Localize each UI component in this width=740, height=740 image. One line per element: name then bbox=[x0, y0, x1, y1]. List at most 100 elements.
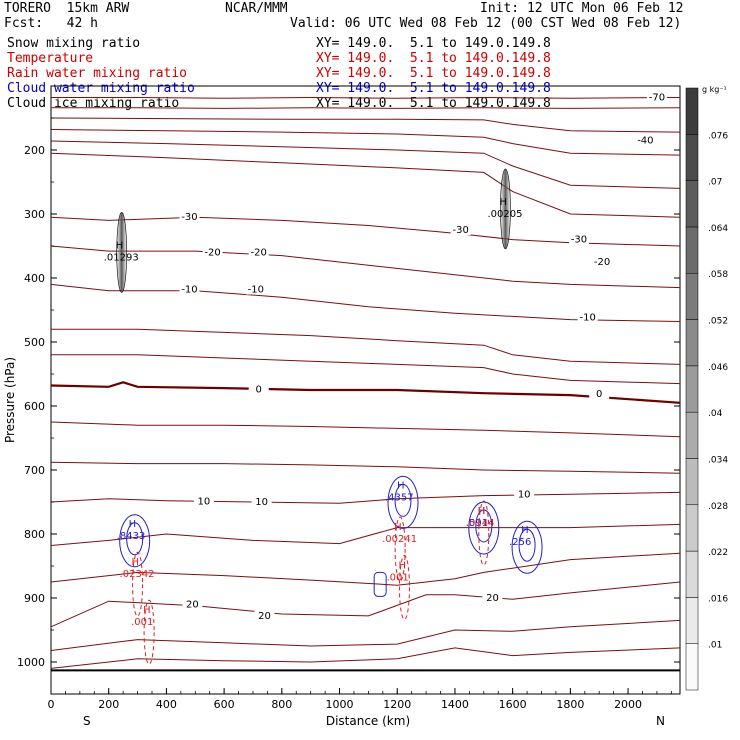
temp-label-3: -20 bbox=[204, 247, 220, 258]
temp-label-bg-16 bbox=[482, 591, 503, 603]
temp-label-bg-3 bbox=[202, 245, 223, 258]
max-value-3: .02342 bbox=[120, 569, 155, 580]
legend-snow-xy: XY= 149.0. 5.1 to 149.0.149.8 bbox=[316, 36, 551, 51]
temp-label-bg-7 bbox=[245, 282, 266, 295]
x-tick-label-6: 1200 bbox=[383, 698, 411, 711]
valid-time: Valid: 06 UTC Wed 08 Feb 12 (00 CST Wed … bbox=[290, 16, 682, 31]
plot-frame bbox=[50, 85, 681, 695]
org-title: NCAR/MMM bbox=[225, 1, 288, 16]
legend-rain-xy: XY= 149.0. 5.1 to 149.0.149.8 bbox=[316, 66, 551, 81]
max-marker-9: H bbox=[478, 506, 486, 517]
colorbar-label-11: .076 bbox=[708, 131, 728, 141]
temp-label-7: -10 bbox=[248, 285, 264, 296]
temp-label-0: -30 bbox=[181, 212, 197, 223]
temperature-contour-8 bbox=[50, 283, 681, 322]
colorbar-segment-8 bbox=[685, 272, 699, 320]
temperature-contour-1 bbox=[51, 107, 681, 109]
colorbar-segment-9 bbox=[685, 226, 699, 274]
temp-label-5: -20 bbox=[594, 257, 610, 268]
temp-label-15: 20 bbox=[258, 611, 271, 622]
temp-label-bg-13 bbox=[514, 487, 535, 500]
x-axis-title: Distance (km) bbox=[326, 714, 410, 728]
y-tick-label-1: 300 bbox=[24, 208, 45, 221]
max-marker-2: H bbox=[129, 519, 137, 530]
legend-snow: Snow mixing ratio bbox=[7, 36, 141, 51]
max-value-10: .256 bbox=[509, 537, 531, 548]
max-value-5: .4357 bbox=[385, 492, 414, 503]
x-tick-label-5: 1000 bbox=[326, 698, 354, 711]
warm-contour-1 bbox=[50, 461, 681, 474]
colorbar-label-7: .052 bbox=[708, 317, 728, 327]
warm-contour-3 bbox=[50, 523, 681, 546]
temp-label-bg-0 bbox=[179, 210, 200, 223]
cloud-water-contour-outer-8 bbox=[468, 501, 500, 555]
colorbar-segment-4 bbox=[685, 458, 699, 506]
x-tick-label-3: 600 bbox=[214, 698, 235, 711]
colorbar-label-5: .04 bbox=[708, 409, 723, 419]
temp-label-bg-10 bbox=[589, 386, 610, 399]
warm-contour-4 bbox=[50, 552, 681, 586]
max-value-6: .00241 bbox=[382, 534, 417, 545]
max-marker-3: H bbox=[132, 557, 140, 568]
y-tick-label-7: 900 bbox=[24, 592, 45, 605]
colorbar-segment-6 bbox=[685, 365, 699, 413]
temp-label-16: 20 bbox=[486, 593, 499, 604]
cloud-water-contour-inner-8 bbox=[475, 509, 493, 543]
cloud-water-contour-inner-5 bbox=[394, 483, 412, 517]
x-tick-label-7: 1400 bbox=[441, 698, 469, 711]
colorbar-segment-0 bbox=[685, 643, 699, 691]
warm-contour-6 bbox=[50, 619, 681, 651]
temp-label-bg-5 bbox=[592, 255, 613, 267]
temp-label-bg-9 bbox=[248, 382, 269, 395]
rain-contour-6 bbox=[394, 516, 406, 582]
colorbar-segment-11 bbox=[685, 134, 699, 181]
temperature-contour-10 bbox=[51, 354, 681, 385]
warm-contour-5 bbox=[50, 581, 681, 628]
forecast-hour: Fcst: 42 h bbox=[4, 16, 98, 31]
warm-contour-7 bbox=[50, 647, 681, 669]
y-tick-label-6: 800 bbox=[24, 528, 45, 541]
max-marker-8: H bbox=[478, 506, 486, 517]
temperature-contour-2 bbox=[50, 117, 681, 133]
temp-label-bg-8 bbox=[577, 310, 598, 323]
max-value-0: .01293 bbox=[104, 252, 139, 263]
temperature-contour-9 bbox=[51, 328, 681, 365]
max-marker-6: H bbox=[394, 522, 402, 533]
temperature-contour-0 bbox=[51, 96, 681, 99]
cloud-water-contour-inner-10 bbox=[518, 528, 536, 562]
colorbar-label-8: .058 bbox=[708, 270, 728, 280]
rain-contour-3 bbox=[132, 551, 144, 617]
colorbar-label-10: .07 bbox=[708, 178, 722, 188]
max-value-8: .5914 bbox=[466, 518, 495, 529]
max-marker-4: H bbox=[143, 605, 151, 616]
max-marker-10: H bbox=[521, 525, 529, 536]
colorbar-label-4: .034 bbox=[708, 455, 728, 465]
temperature-contour-3 bbox=[50, 129, 681, 156]
x-tick-label-8: 1600 bbox=[499, 698, 527, 711]
temperature-contour-6 bbox=[50, 216, 681, 247]
temp-label-4: -20 bbox=[251, 247, 267, 258]
model-title: TORERO 15km ARW bbox=[4, 1, 130, 16]
x-tick-label-2: 400 bbox=[156, 698, 177, 711]
y-tick-label-5: 700 bbox=[24, 464, 45, 477]
legend-cloud-water-xy: XY= 149.0. 5.1 to 149.0.149.8 bbox=[316, 81, 551, 96]
colorbar-segment-5 bbox=[685, 411, 699, 459]
warm-contour-2 bbox=[50, 491, 681, 504]
temp-label-17: -40 bbox=[637, 135, 653, 146]
temp-label-bg-2 bbox=[569, 232, 590, 245]
temp-label-2: -30 bbox=[571, 235, 587, 246]
y-tick-label-8: 1000 bbox=[17, 656, 45, 669]
init-time: Init: 12 UTC Mon 06 Feb 12 bbox=[480, 1, 684, 16]
colorbar-segment-3 bbox=[685, 504, 699, 552]
temp-label-bg-12 bbox=[251, 495, 272, 507]
max-marker-7: H bbox=[398, 560, 406, 571]
max-value-4: .001 bbox=[131, 617, 153, 628]
temp-label-bg-14 bbox=[182, 597, 203, 610]
zero-isotherm bbox=[50, 381, 681, 404]
max-marker-1: H bbox=[499, 197, 507, 208]
cloud-ice-blob-1 bbox=[500, 168, 511, 250]
x-tick-label-0: 0 bbox=[48, 698, 55, 711]
legend-temperature: Temperature bbox=[7, 51, 94, 66]
direction-north: N bbox=[656, 714, 665, 728]
